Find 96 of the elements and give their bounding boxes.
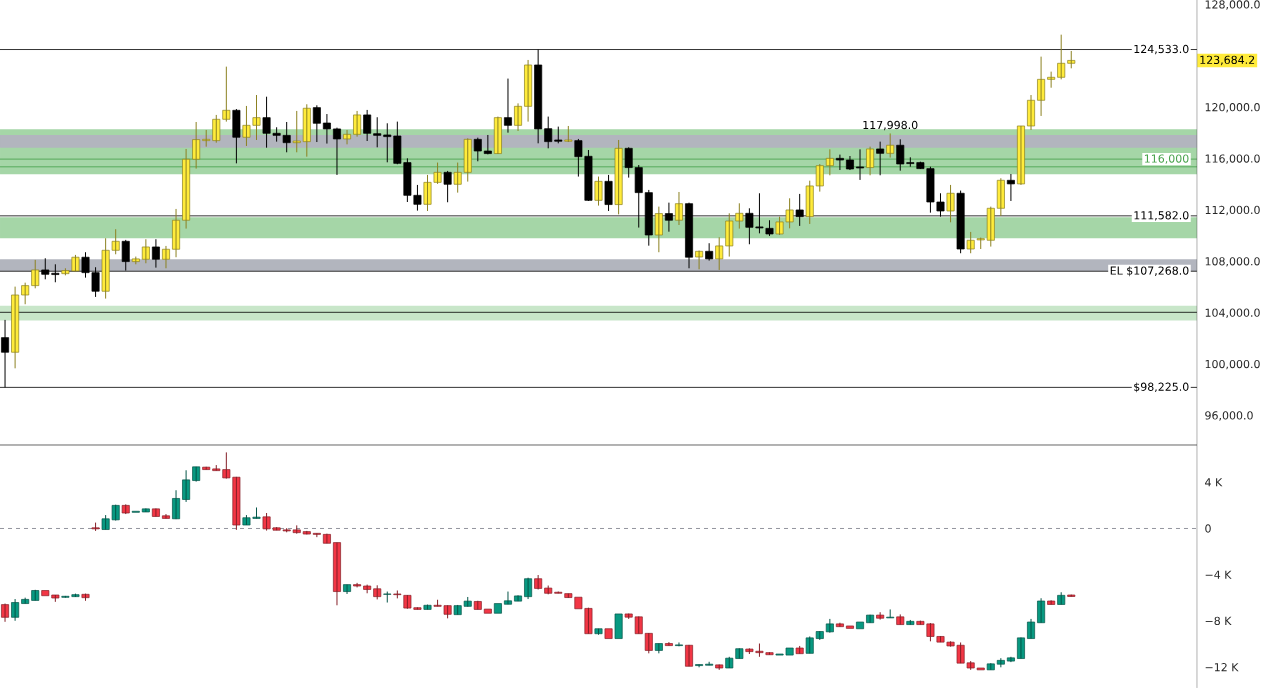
y-tick-label: 100,000.0	[1205, 359, 1260, 370]
candlestick	[91, 522, 100, 532]
candlestick	[493, 603, 502, 614]
candlestick	[876, 611, 885, 621]
candlestick	[614, 139, 623, 215]
candlestick	[685, 644, 693, 667]
y-tick-label: −4 K	[1205, 570, 1232, 579]
candlestick	[896, 613, 905, 626]
candlestick	[815, 163, 824, 193]
candlestick	[31, 589, 40, 601]
candlestick	[705, 661, 714, 666]
candlestick	[886, 608, 895, 619]
candlestick	[232, 108, 241, 164]
candlestick	[986, 662, 995, 671]
candlestick	[604, 174, 613, 212]
y-tick-label: 112,000.0	[1205, 205, 1260, 216]
y-tick-label: 128,000.0	[1205, 0, 1260, 10]
candlestick	[966, 231, 975, 254]
candlestick	[453, 162, 462, 194]
ref-line-label: EL $107,268.0	[1110, 266, 1189, 277]
candlestick	[473, 137, 482, 162]
y-tick-label: 0	[1205, 524, 1211, 533]
candlestick	[162, 513, 170, 519]
candlestick	[946, 184, 955, 223]
candlestick	[292, 110, 301, 153]
ref-line-label: 124,533.0	[1134, 44, 1189, 55]
candlestick	[614, 613, 623, 639]
candlestick	[514, 594, 522, 602]
y-tick-label: −8 K	[1205, 616, 1232, 626]
candlestick	[1067, 594, 1076, 598]
candlestick	[976, 237, 985, 250]
candlestick	[353, 582, 362, 588]
candlestick	[141, 508, 150, 513]
candlestick	[504, 591, 512, 605]
candlestick	[765, 219, 774, 237]
candlestick	[1067, 50, 1076, 69]
candlestick	[31, 259, 40, 289]
candlestick	[443, 170, 452, 203]
candlestick	[151, 508, 160, 517]
candlestick	[604, 628, 613, 639]
candlestick	[856, 621, 864, 630]
candlestick	[866, 614, 875, 624]
candlestick	[554, 126, 563, 144]
annotation: 117,998.0	[863, 120, 918, 131]
candlestick	[373, 584, 382, 600]
candlestick	[373, 116, 382, 148]
ref-line-label: 116,000	[1144, 154, 1189, 164]
candlestick	[1047, 599, 1056, 605]
candlestick	[815, 630, 824, 641]
candlestick	[81, 593, 90, 602]
candlestick	[594, 176, 603, 207]
candlestick	[1006, 656, 1015, 663]
candlestick	[876, 141, 885, 176]
candlestick	[805, 180, 814, 225]
ref-line-label: $98,225.0	[1134, 382, 1189, 393]
candlestick	[906, 619, 915, 626]
ref-line-label: 111,582.0	[1134, 211, 1189, 221]
y-tick-label: −12 K	[1205, 663, 1239, 672]
candlestick	[302, 530, 311, 535]
candlestick	[192, 466, 201, 483]
candlestick	[544, 116, 553, 149]
candlestick	[715, 236, 724, 271]
candlestick	[1057, 34, 1066, 80]
candlestick	[846, 625, 854, 629]
candlestick	[886, 132, 895, 159]
candlestick	[835, 154, 844, 171]
candlestick	[805, 635, 814, 654]
candlestick	[856, 148, 864, 181]
candlestick	[996, 657, 1005, 668]
candlestick	[21, 282, 30, 305]
y-tick-label: 96,000.0	[1205, 411, 1253, 421]
candlestick	[1057, 591, 1066, 605]
candlestick	[202, 129, 211, 148]
candlestick	[131, 510, 140, 513]
candlestick	[695, 664, 704, 668]
candlestick	[483, 608, 492, 614]
text: 123,684.2	[1200, 55, 1255, 66]
candlestick	[594, 628, 603, 636]
candlestick	[383, 591, 392, 604]
y-tick-label: 4 K	[1205, 478, 1223, 487]
y-tick-label: 116,000.0	[1205, 154, 1260, 164]
candlestick	[192, 121, 201, 170]
y-tick-label: 108,000.0	[1205, 257, 1260, 267]
candlestick	[322, 113, 331, 145]
candlestick	[675, 641, 683, 647]
candlestick	[483, 134, 492, 155]
candlestick	[715, 664, 724, 671]
candlestick	[463, 137, 472, 183]
y-tick-label: 104,000.0	[1205, 308, 1260, 318]
y-tick-label: 120,000.0	[1205, 103, 1260, 113]
candlestick	[121, 503, 130, 515]
candlestick	[312, 532, 321, 538]
candlestick	[363, 109, 372, 142]
candlestick	[21, 597, 30, 605]
candlestick	[795, 645, 804, 655]
candlestick	[564, 125, 573, 143]
